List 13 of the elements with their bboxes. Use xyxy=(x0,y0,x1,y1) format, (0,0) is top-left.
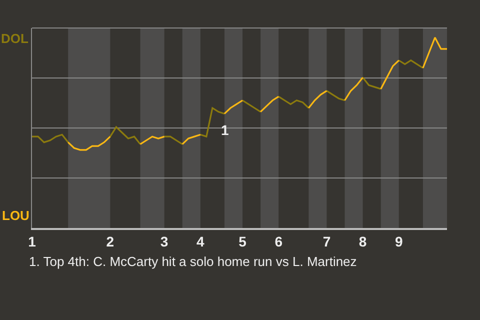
text: 1. Top 4th: C. McCarty hit a solo home run vs L. Martinez xyxy=(29,254,357,269)
annotation: 1 xyxy=(221,122,229,138)
text: DOL xyxy=(1,31,28,46)
x-tick-label: 6 xyxy=(274,234,283,250)
text: LOU xyxy=(2,208,30,223)
x-tick-label: 9 xyxy=(394,234,403,250)
x-tick-label: 1 xyxy=(28,234,36,250)
x-tick-label: 2 xyxy=(106,234,114,250)
x-tick-label: 3 xyxy=(160,234,168,250)
x-tick-label: 7 xyxy=(322,234,331,250)
x-tick-label: 5 xyxy=(238,234,247,250)
x-tick-label: 4 xyxy=(196,234,205,250)
x-tick-label: 8 xyxy=(358,234,367,250)
